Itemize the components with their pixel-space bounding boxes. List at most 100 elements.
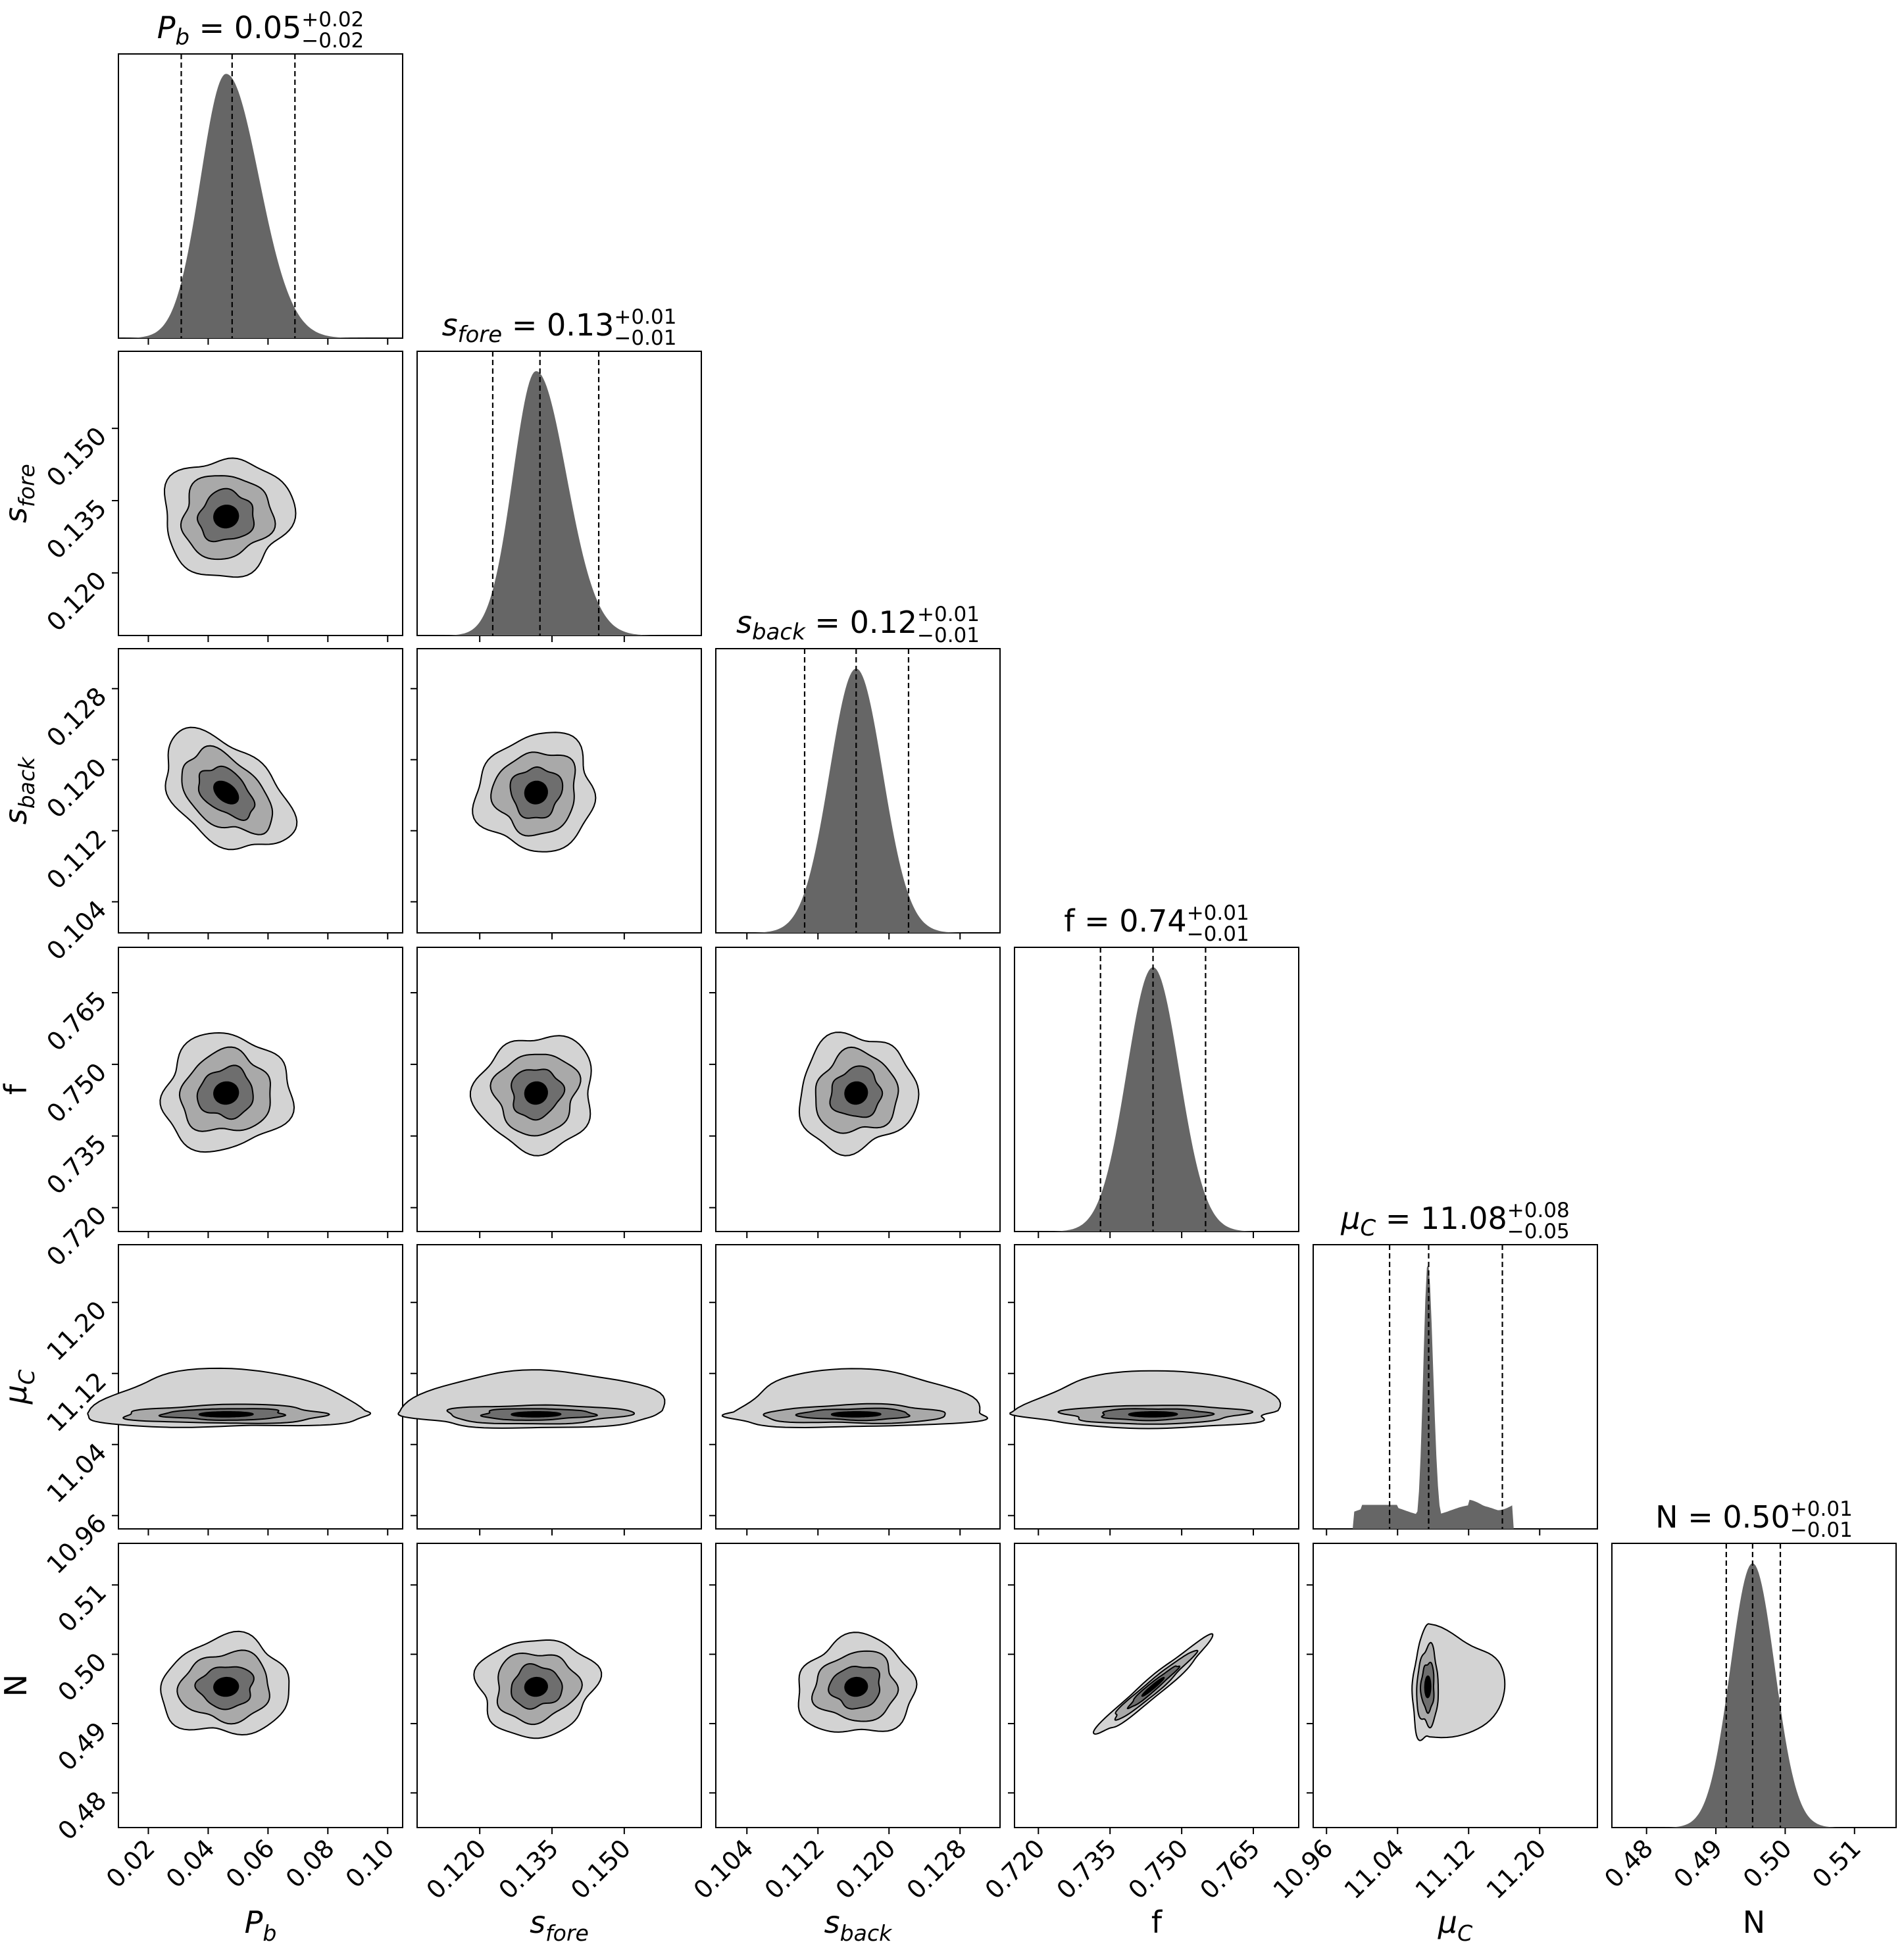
histogram-Pb: Pb = 0.05+0.02−0.02: [118, 8, 403, 345]
x-tick-label-N: 0.49: [1668, 1833, 1728, 1893]
x-tick-label-N: 0.48: [1599, 1833, 1659, 1893]
y-tick-label-N: 0.48: [52, 1786, 112, 1846]
histogram-N: N = 0.50+0.01−0.01: [1611, 1497, 1897, 1834]
y-tick-label-N: 0.49: [52, 1716, 112, 1776]
histogram-f: f = 0.74+0.01−0.01: [1014, 901, 1299, 1238]
histogram-sfore: sfore = 0.13+0.01−0.01: [416, 305, 702, 642]
contour-panel-sfore-f: [411, 947, 702, 1238]
hist-title-minus-f: −0.01: [1187, 922, 1249, 946]
contour-level-core: [198, 1411, 254, 1418]
contour-panel-muC-N: [1307, 1543, 1598, 1834]
contour-level-core: [524, 780, 548, 805]
y-tick-label-sfore: 0.150: [41, 421, 112, 492]
hist-fill-sback: [716, 668, 1000, 933]
x-axis-label-muC: μC: [1438, 1905, 1472, 1944]
x-tick-label-N: 0.51: [1807, 1833, 1866, 1893]
x-tick-label-sback: 0.128: [901, 1833, 972, 1905]
x-tick-label-sfore: 0.135: [493, 1833, 564, 1905]
x-axis-label-sback: sback: [824, 1905, 893, 1944]
x-tick-label-muC: 11.12: [1410, 1833, 1481, 1905]
hist-fill-f: [1015, 967, 1299, 1232]
hist-title-minus-Pb: −0.02: [301, 29, 364, 53]
hist-title-minus-muC: −0.05: [1507, 1220, 1570, 1243]
y-tick-label-f: 0.765: [41, 985, 112, 1057]
contour-level-core: [844, 1676, 868, 1697]
y-tick-label-N: 0.51: [52, 1578, 112, 1637]
contour-level-core: [524, 1081, 548, 1105]
hist-title-N: N = 0.50+0.01: [1655, 1497, 1853, 1535]
contour-level-core: [213, 780, 239, 805]
contour-level-core: [830, 1411, 882, 1418]
hist-axes-frame: [1313, 1244, 1598, 1530]
x-tick-label-sfore: 0.120: [421, 1833, 492, 1905]
y-tick-label-sfore: 0.120: [41, 566, 112, 637]
x-axis-label-sfore: sfore: [530, 1905, 589, 1944]
x-tick-label-f: 0.720: [980, 1833, 1051, 1905]
y-tick-label-f: 0.750: [41, 1057, 112, 1128]
contour-panel-sback-f: [709, 947, 1001, 1238]
x-tick-label-Pb: 0.10: [340, 1833, 400, 1893]
hist-title-sfore: sfore = 0.13+0.01: [442, 305, 677, 348]
y-tick-label-f: 0.735: [41, 1129, 112, 1200]
histogram-muC: μC = 11.08+0.08−0.05: [1313, 1199, 1598, 1535]
contour-panel-sback-N: [709, 1543, 1001, 1834]
x-tick-label-f: 0.735: [1051, 1833, 1122, 1905]
hist-fill-sfore: [417, 371, 701, 636]
hist-title-minus-N: −0.01: [1790, 1518, 1853, 1542]
contour-panel-f-N: [1008, 1543, 1299, 1834]
y-axis-label-N: N: [0, 1674, 34, 1697]
contour-panel-f-muC: [1008, 1244, 1299, 1535]
contour-panel-sfore-N: [411, 1543, 702, 1834]
y-tick-label-sfore: 0.135: [41, 493, 112, 564]
hist-title-minus-sback: −0.01: [917, 624, 980, 647]
contour-level-core: [524, 1676, 548, 1697]
contour-panel-sback-muC: [709, 1244, 1001, 1535]
x-tick-label-Pb: 0.04: [161, 1833, 220, 1893]
x-tick-label-Pb: 0.08: [280, 1833, 340, 1893]
y-tick-label-sback: 0.128: [41, 682, 112, 753]
hist-title-Pb: Pb = 0.05+0.02: [157, 8, 364, 51]
y-tick-label-sback: 0.112: [41, 824, 112, 895]
y-tick-label-sback: 0.104: [41, 895, 112, 966]
x-tick-label-N: 0.50: [1738, 1833, 1797, 1893]
hist-fill-N: [1612, 1563, 1896, 1828]
y-axis-label-sfore: sfore: [0, 464, 39, 523]
x-axis-label-f: f: [1151, 1905, 1163, 1940]
contour-panel-sfore-sback: [411, 648, 702, 939]
hist-title-muC: μC = 11.08+0.08: [1340, 1199, 1570, 1241]
hist-title-sback: sback = 0.12+0.01: [736, 603, 980, 645]
y-tick-label-N: 0.50: [52, 1647, 112, 1707]
hist-fill-Pb: [118, 74, 403, 338]
hist-title-minus-sfore: −0.01: [614, 326, 676, 350]
histogram-sback: sback = 0.12+0.01−0.01: [715, 603, 1001, 939]
x-tick-label-sback: 0.112: [759, 1833, 830, 1905]
contour-panel-sfore-muC: [397, 1244, 702, 1535]
contour-panel-Pb-N: 0.48 0.49 0.50 0.51 N: [0, 1543, 403, 1846]
contour-level-core: [213, 505, 239, 529]
x-tick-label-muC: 11.04: [1339, 1833, 1410, 1905]
hist-title-f: f = 0.74+0.01: [1064, 901, 1249, 939]
x-tick-label-sback: 0.120: [830, 1833, 901, 1905]
x-tick-label-sfore: 0.150: [565, 1833, 636, 1905]
y-tick-label-sback: 0.120: [41, 753, 112, 824]
y-tick-label-f: 0.720: [41, 1201, 112, 1272]
x-tick-label-muC: 11.20: [1481, 1833, 1552, 1905]
contour-level-core: [213, 1676, 239, 1697]
x-tick-label-sback: 0.104: [688, 1833, 759, 1905]
x-axis-label-Pb: Pb: [245, 1905, 277, 1944]
y-axis-label-f: f: [0, 1083, 34, 1095]
contour-level-core: [213, 1081, 239, 1105]
y-tick-label-muC: 11.04: [41, 1437, 112, 1508]
x-tick-label-f: 0.750: [1122, 1833, 1193, 1905]
contour-level-core: [1128, 1411, 1178, 1418]
x-tick-label-f: 0.765: [1194, 1833, 1265, 1905]
x-axis-label-N: N: [1743, 1905, 1765, 1940]
y-axis-label-muC: μC: [0, 1370, 39, 1405]
x-tick-label-Pb: 0.06: [220, 1833, 280, 1893]
contour-level-core: [1141, 1677, 1165, 1697]
